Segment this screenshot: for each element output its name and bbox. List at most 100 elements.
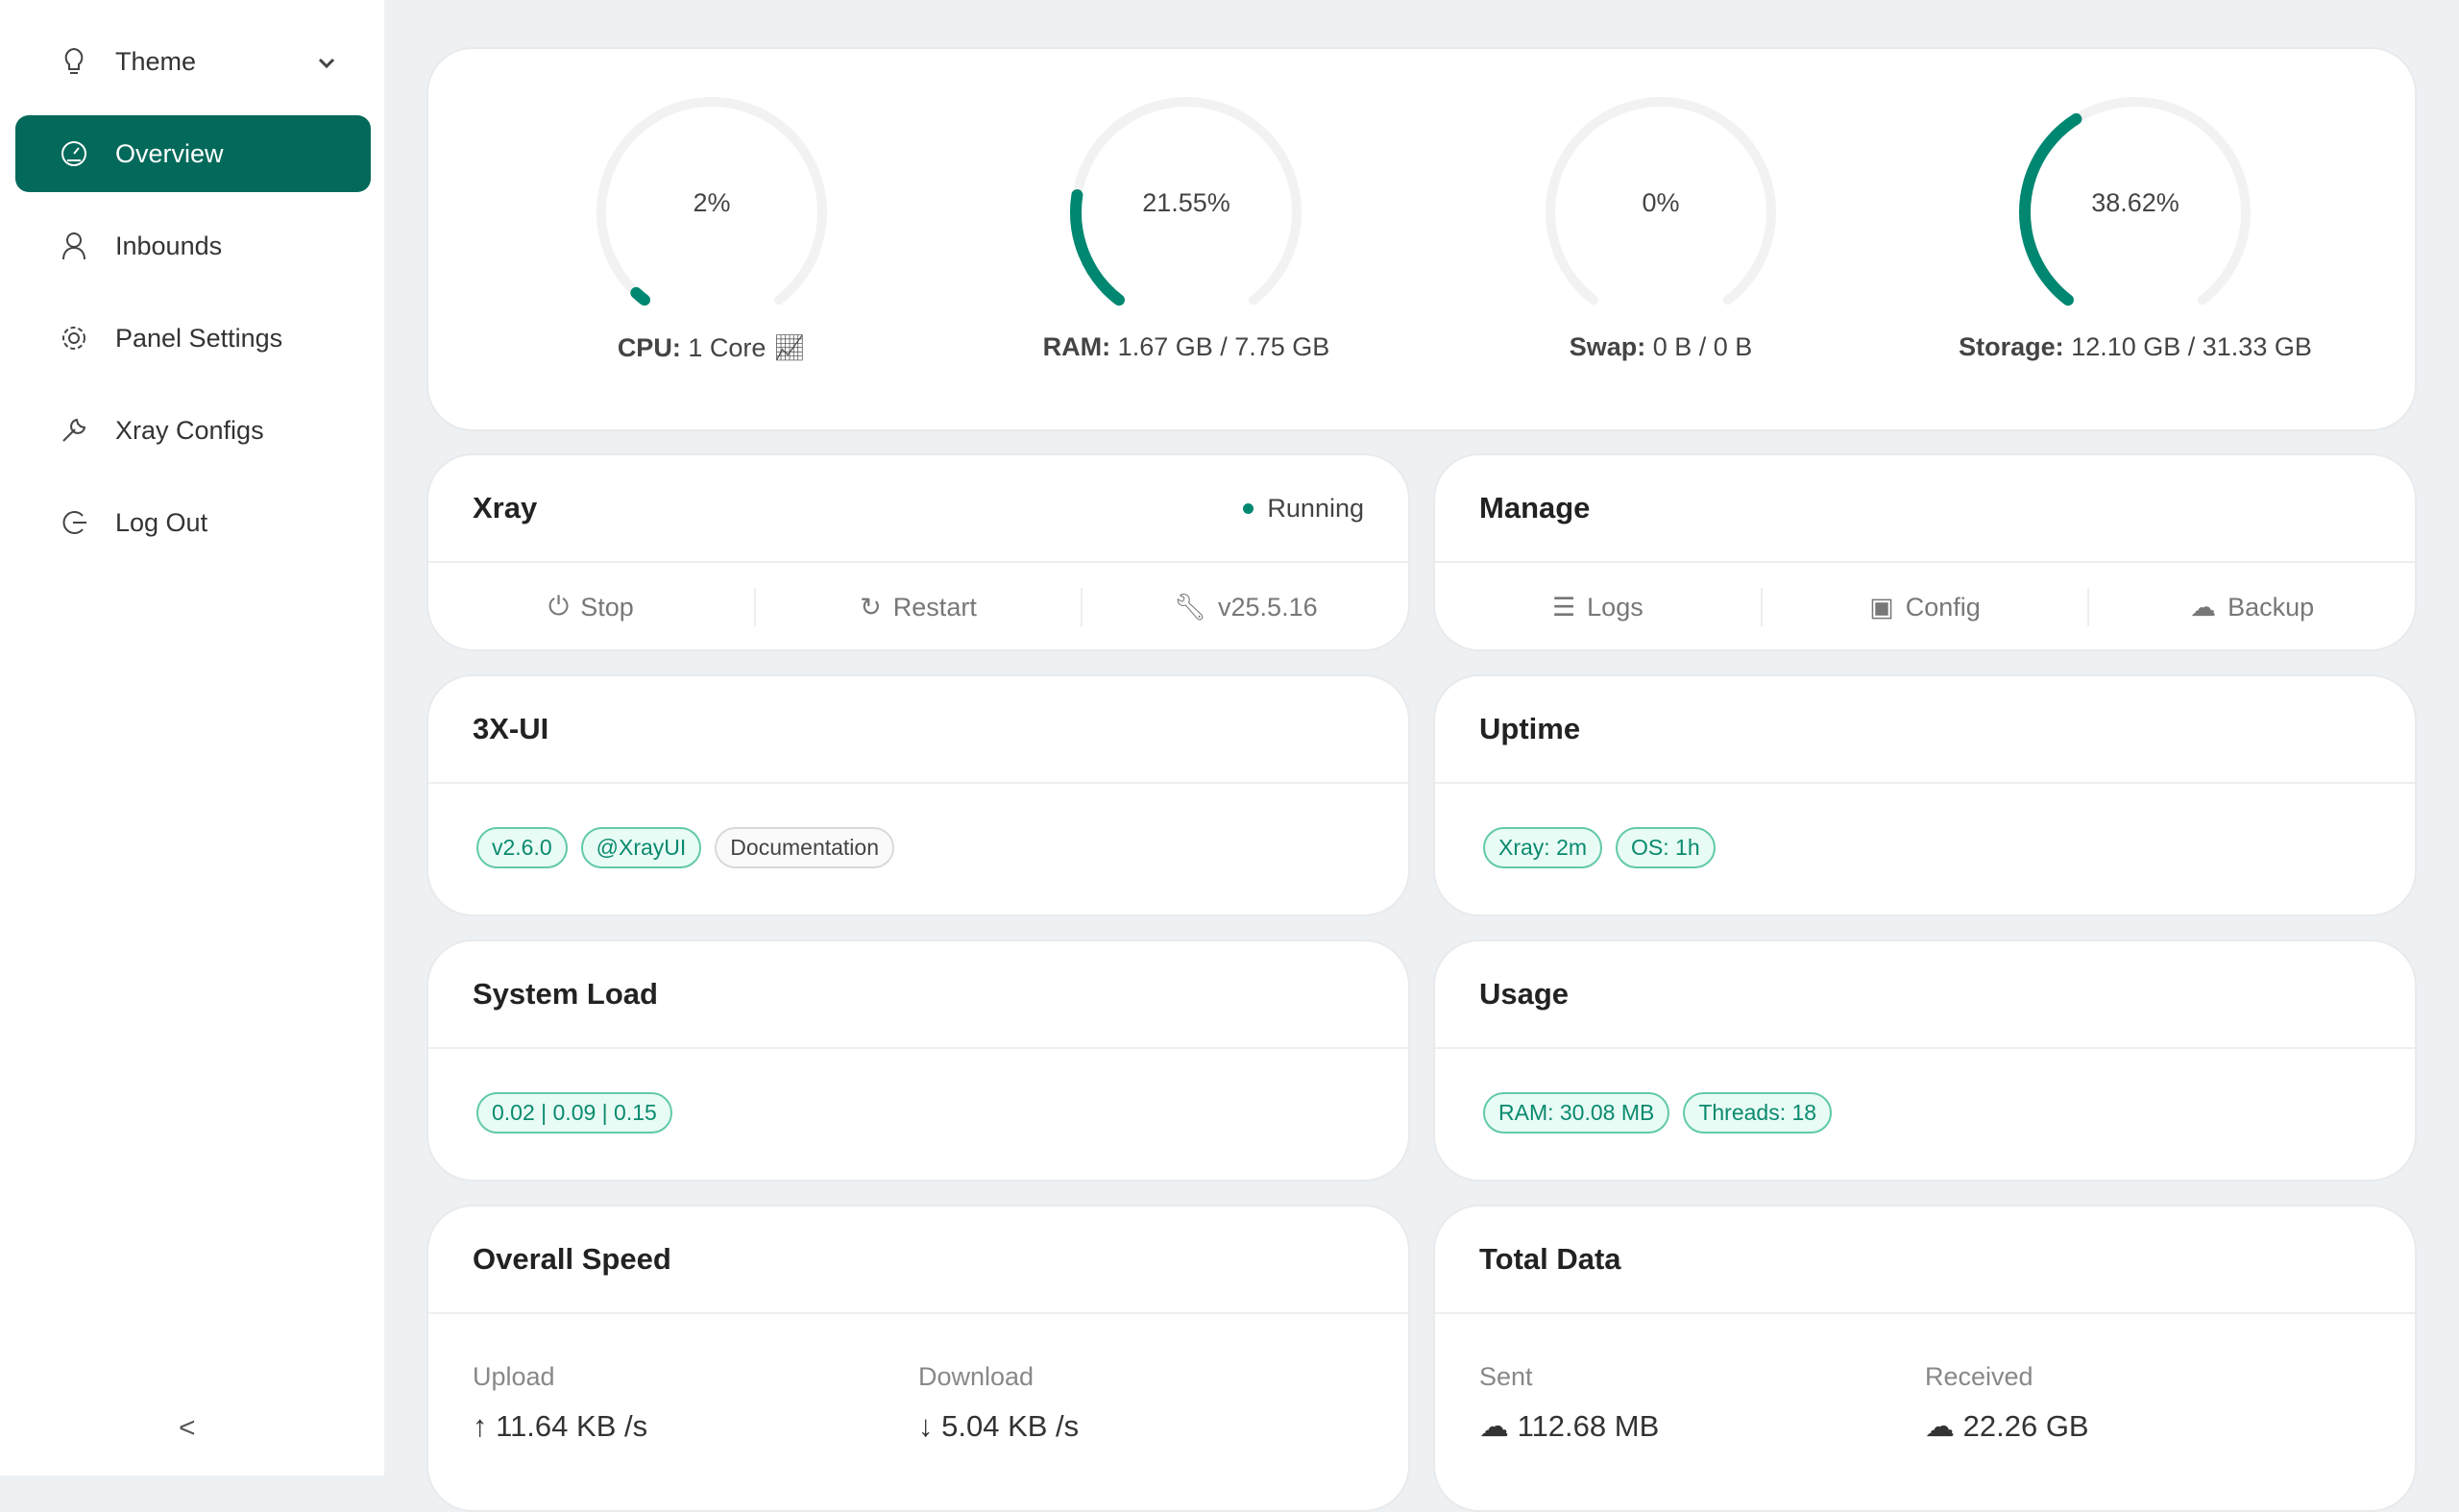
logout-icon: [60, 508, 88, 537]
cloud-download-icon: ☁: [1925, 1409, 1963, 1443]
ram-label: RAM: 1.67 GB / 7.75 GB: [898, 332, 1474, 362]
power-icon: ⏻: [548, 592, 570, 621]
config-label: Config: [1905, 592, 1981, 622]
load-tag: 0.02 | 0.09 | 0.15: [476, 1092, 672, 1134]
cpu-gauge: 2% CPU: 1 Core 📈︎: [568, 92, 856, 362]
card-title: Manage: [1479, 491, 1591, 524]
sidebar-item-log-out[interactable]: Log Out: [15, 484, 371, 561]
download-value: 5.04 KB /s: [941, 1409, 1080, 1443]
restart-label: Restart: [892, 592, 977, 622]
sent-label: Sent: [1479, 1362, 1533, 1391]
system-status-card: 2% CPU: 1 Core 📈︎ 21.55% RAM: 1.67 GB / …: [426, 47, 2417, 431]
ram-usage-tag: RAM: 30.08 MB: [1483, 1092, 1670, 1134]
download-label: Download: [918, 1362, 1035, 1391]
reload-icon: ↻: [860, 592, 882, 622]
version-button[interactable]: 🔧︎ v25.5.16: [1083, 588, 1408, 626]
stop-label: Stop: [580, 592, 634, 622]
storage-gauge: 38.62% Storage: 12.10 GB / 31.33 GB: [1959, 92, 2312, 361]
cloud-upload-icon: ☁: [1479, 1409, 1518, 1443]
cpu-gauge-arc: [596, 96, 828, 329]
area-chart-icon[interactable]: 📈︎: [772, 333, 807, 362]
sidebar-item-xray-configs[interactable]: Xray Configs: [15, 392, 371, 469]
cpu-gauge-value: 2%: [693, 188, 731, 217]
backup-label: Backup: [2228, 592, 2315, 622]
cpu-gauge-fill: [596, 96, 828, 329]
storage-gauge-fill: [2019, 96, 2252, 329]
sidebar-item-inbounds[interactable]: Inbounds: [15, 207, 371, 284]
theme-menu[interactable]: Theme: [15, 23, 371, 100]
received-label: Received: [1925, 1362, 2033, 1391]
ram-gauge-fill: [1069, 96, 1303, 329]
label-value: 12.10 GB / 31.33 GB: [2071, 332, 2312, 361]
gear-icon: [60, 324, 88, 353]
control-icon: ▣: [1869, 592, 1894, 622]
upload-label: Upload: [473, 1362, 555, 1391]
swap-gauge: 0% Swap: 0 B / 0 B: [1517, 92, 1805, 361]
label-value: 0 B / 0 B: [1652, 332, 1753, 361]
status-badge: Running: [1243, 494, 1364, 524]
collapse-sidebar-button[interactable]: <: [179, 1412, 196, 1444]
storage-gauge-value: 38.62%: [2091, 188, 2179, 217]
version-tag: v2.6.0: [476, 827, 568, 868]
total-data-card: Total Data Sent ☁ 112.68 MB Received ☁ 22.…: [1433, 1205, 2417, 1512]
wrench-icon: 🔧︎: [1173, 593, 1207, 622]
xray-card: Xray Running ⏻ Stop ↻ Restart 🔧︎ v25.5.16: [426, 453, 1410, 651]
panel-info-card: 3X-UI v2.6.0 @XrayUI Documentation: [426, 674, 1410, 916]
storage-gauge-arc: [2019, 96, 2252, 329]
overall-speed-card: Overall Speed Upload ↑ 11.64 KB /s Downlo…: [426, 1205, 1410, 1512]
usage-card: Usage RAM: 30.08 MB Threads: 18: [1433, 939, 2417, 1182]
documentation-link[interactable]: Documentation: [715, 827, 894, 868]
chevron-down-icon: [317, 47, 336, 77]
sidebar-item-label: Overview: [115, 138, 224, 168]
sent-value: 112.68 MB: [1517, 1409, 1660, 1443]
cpu-label: CPU: 1 Core 📈︎: [424, 332, 1000, 363]
arrow-up-icon: ↑: [473, 1409, 497, 1443]
swap-gauge-arc: [1545, 97, 1776, 328]
ram-gauge-value: 21.55%: [1142, 188, 1230, 217]
sidebar-item-label: Panel Settings: [115, 323, 283, 353]
wrench-icon: [60, 416, 88, 445]
sidebar-item-label: Xray Configs: [115, 415, 264, 445]
sidebar: Theme Overview Inbounds Panel Settings X…: [0, 0, 384, 1475]
cloud-icon: ☁: [2190, 592, 2217, 622]
arrow-down-icon: ↓: [918, 1409, 942, 1443]
list-icon: ☰: [1551, 592, 1576, 622]
logs-button[interactable]: ☰ Logs: [1435, 588, 1763, 626]
card-title: System Load: [473, 977, 658, 1011]
bulb-icon: [60, 47, 88, 76]
restart-button[interactable]: ↻ Restart: [756, 588, 1083, 626]
sidebar-item-panel-settings[interactable]: Panel Settings: [15, 300, 371, 377]
backup-button[interactable]: ☁ Backup: [2089, 588, 2415, 626]
card-title: Usage: [1479, 977, 1570, 1011]
label-key: Storage:: [1959, 332, 2064, 361]
card-title: Overall Speed: [473, 1242, 671, 1276]
card-title: Xray: [473, 491, 538, 524]
received-value: 22.26 GB: [1962, 1409, 2089, 1443]
card-title: Uptime: [1479, 712, 1581, 745]
label-key: RAM:: [1042, 332, 1111, 361]
status-text: Running: [1267, 493, 1364, 523]
sidebar-item-label: Log Out: [115, 507, 208, 537]
label-key: CPU:: [617, 333, 681, 362]
label-value: 1 Core: [688, 333, 767, 362]
swap-gauge-value: 0%: [1642, 188, 1680, 217]
user-icon: [60, 232, 88, 260]
card-title: 3X-UI: [473, 712, 549, 745]
xray-uptime-tag: Xray: 2m: [1483, 827, 1603, 868]
status-dot-icon: [1243, 502, 1254, 514]
manage-card: Manage ☰ Logs ▣ Config ☁ Backup: [1433, 453, 2417, 651]
os-uptime-tag: OS: 1h: [1616, 827, 1716, 868]
ram-gauge-arc: [1069, 96, 1303, 329]
telegram-link[interactable]: @XrayUI: [580, 827, 702, 868]
sidebar-item-overview[interactable]: Overview: [15, 115, 371, 192]
version-label: v25.5.16: [1218, 592, 1318, 622]
uptime-card: Uptime Xray: 2m OS: 1h: [1433, 674, 2417, 916]
label-key: Swap:: [1569, 332, 1646, 361]
stop-button[interactable]: ⏻ Stop: [428, 588, 756, 626]
sidebar-item-label: Inbounds: [115, 231, 223, 260]
label-value: 1.67 GB / 7.75 GB: [1117, 332, 1330, 361]
config-button[interactable]: ▣ Config: [1763, 588, 2090, 626]
upload-value: 11.64 KB /s: [496, 1409, 648, 1443]
dashboard-icon: [60, 139, 88, 168]
threads-tag: Threads: 18: [1683, 1092, 1833, 1134]
